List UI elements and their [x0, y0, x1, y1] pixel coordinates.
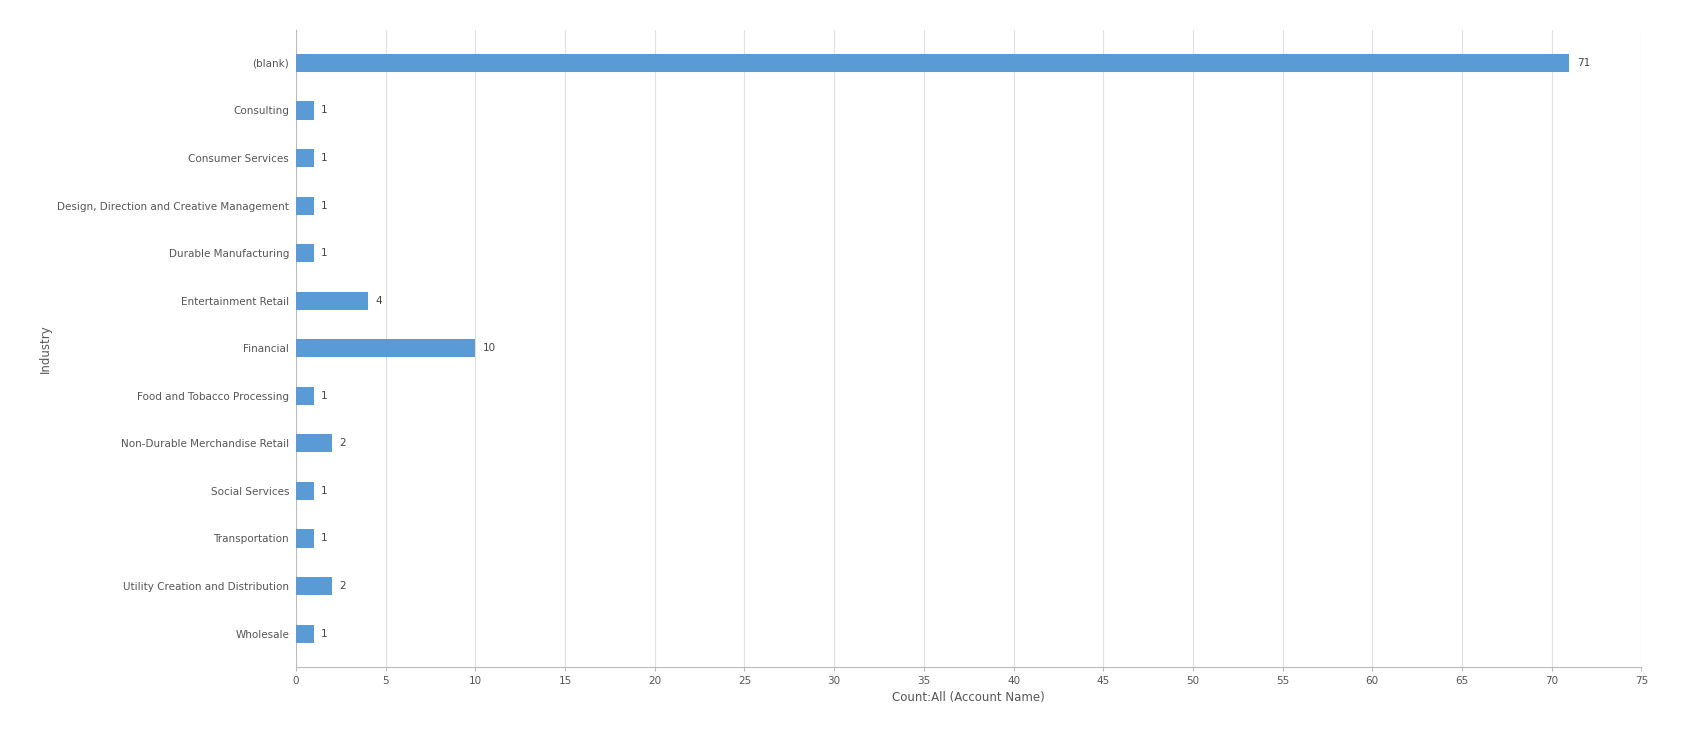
Bar — [296, 196, 315, 215]
Text: 2: 2 — [338, 581, 345, 591]
Text: 1: 1 — [321, 153, 328, 163]
Bar — [296, 244, 315, 262]
Bar — [296, 625, 315, 642]
Text: 1: 1 — [321, 628, 328, 639]
Bar — [296, 530, 315, 548]
Bar — [296, 434, 332, 453]
Text: 1: 1 — [321, 534, 328, 543]
Text: 4: 4 — [376, 296, 382, 306]
Bar — [296, 577, 332, 595]
Text: 1: 1 — [321, 486, 328, 496]
Text: 1: 1 — [321, 391, 328, 401]
Text: 2: 2 — [338, 439, 345, 448]
Bar — [296, 482, 315, 500]
Bar — [296, 54, 1570, 72]
Text: 1: 1 — [321, 105, 328, 116]
Text: 10: 10 — [482, 343, 496, 353]
Text: 1: 1 — [321, 248, 328, 258]
Bar — [296, 102, 315, 119]
Text: 71: 71 — [1577, 58, 1590, 68]
Bar — [296, 292, 367, 310]
Bar — [296, 149, 315, 167]
Bar — [296, 339, 475, 357]
Bar — [296, 387, 315, 405]
Y-axis label: Industry: Industry — [39, 324, 52, 373]
Text: 1: 1 — [321, 201, 328, 210]
X-axis label: Count:All (Account Name): Count:All (Account Name) — [892, 691, 1046, 705]
